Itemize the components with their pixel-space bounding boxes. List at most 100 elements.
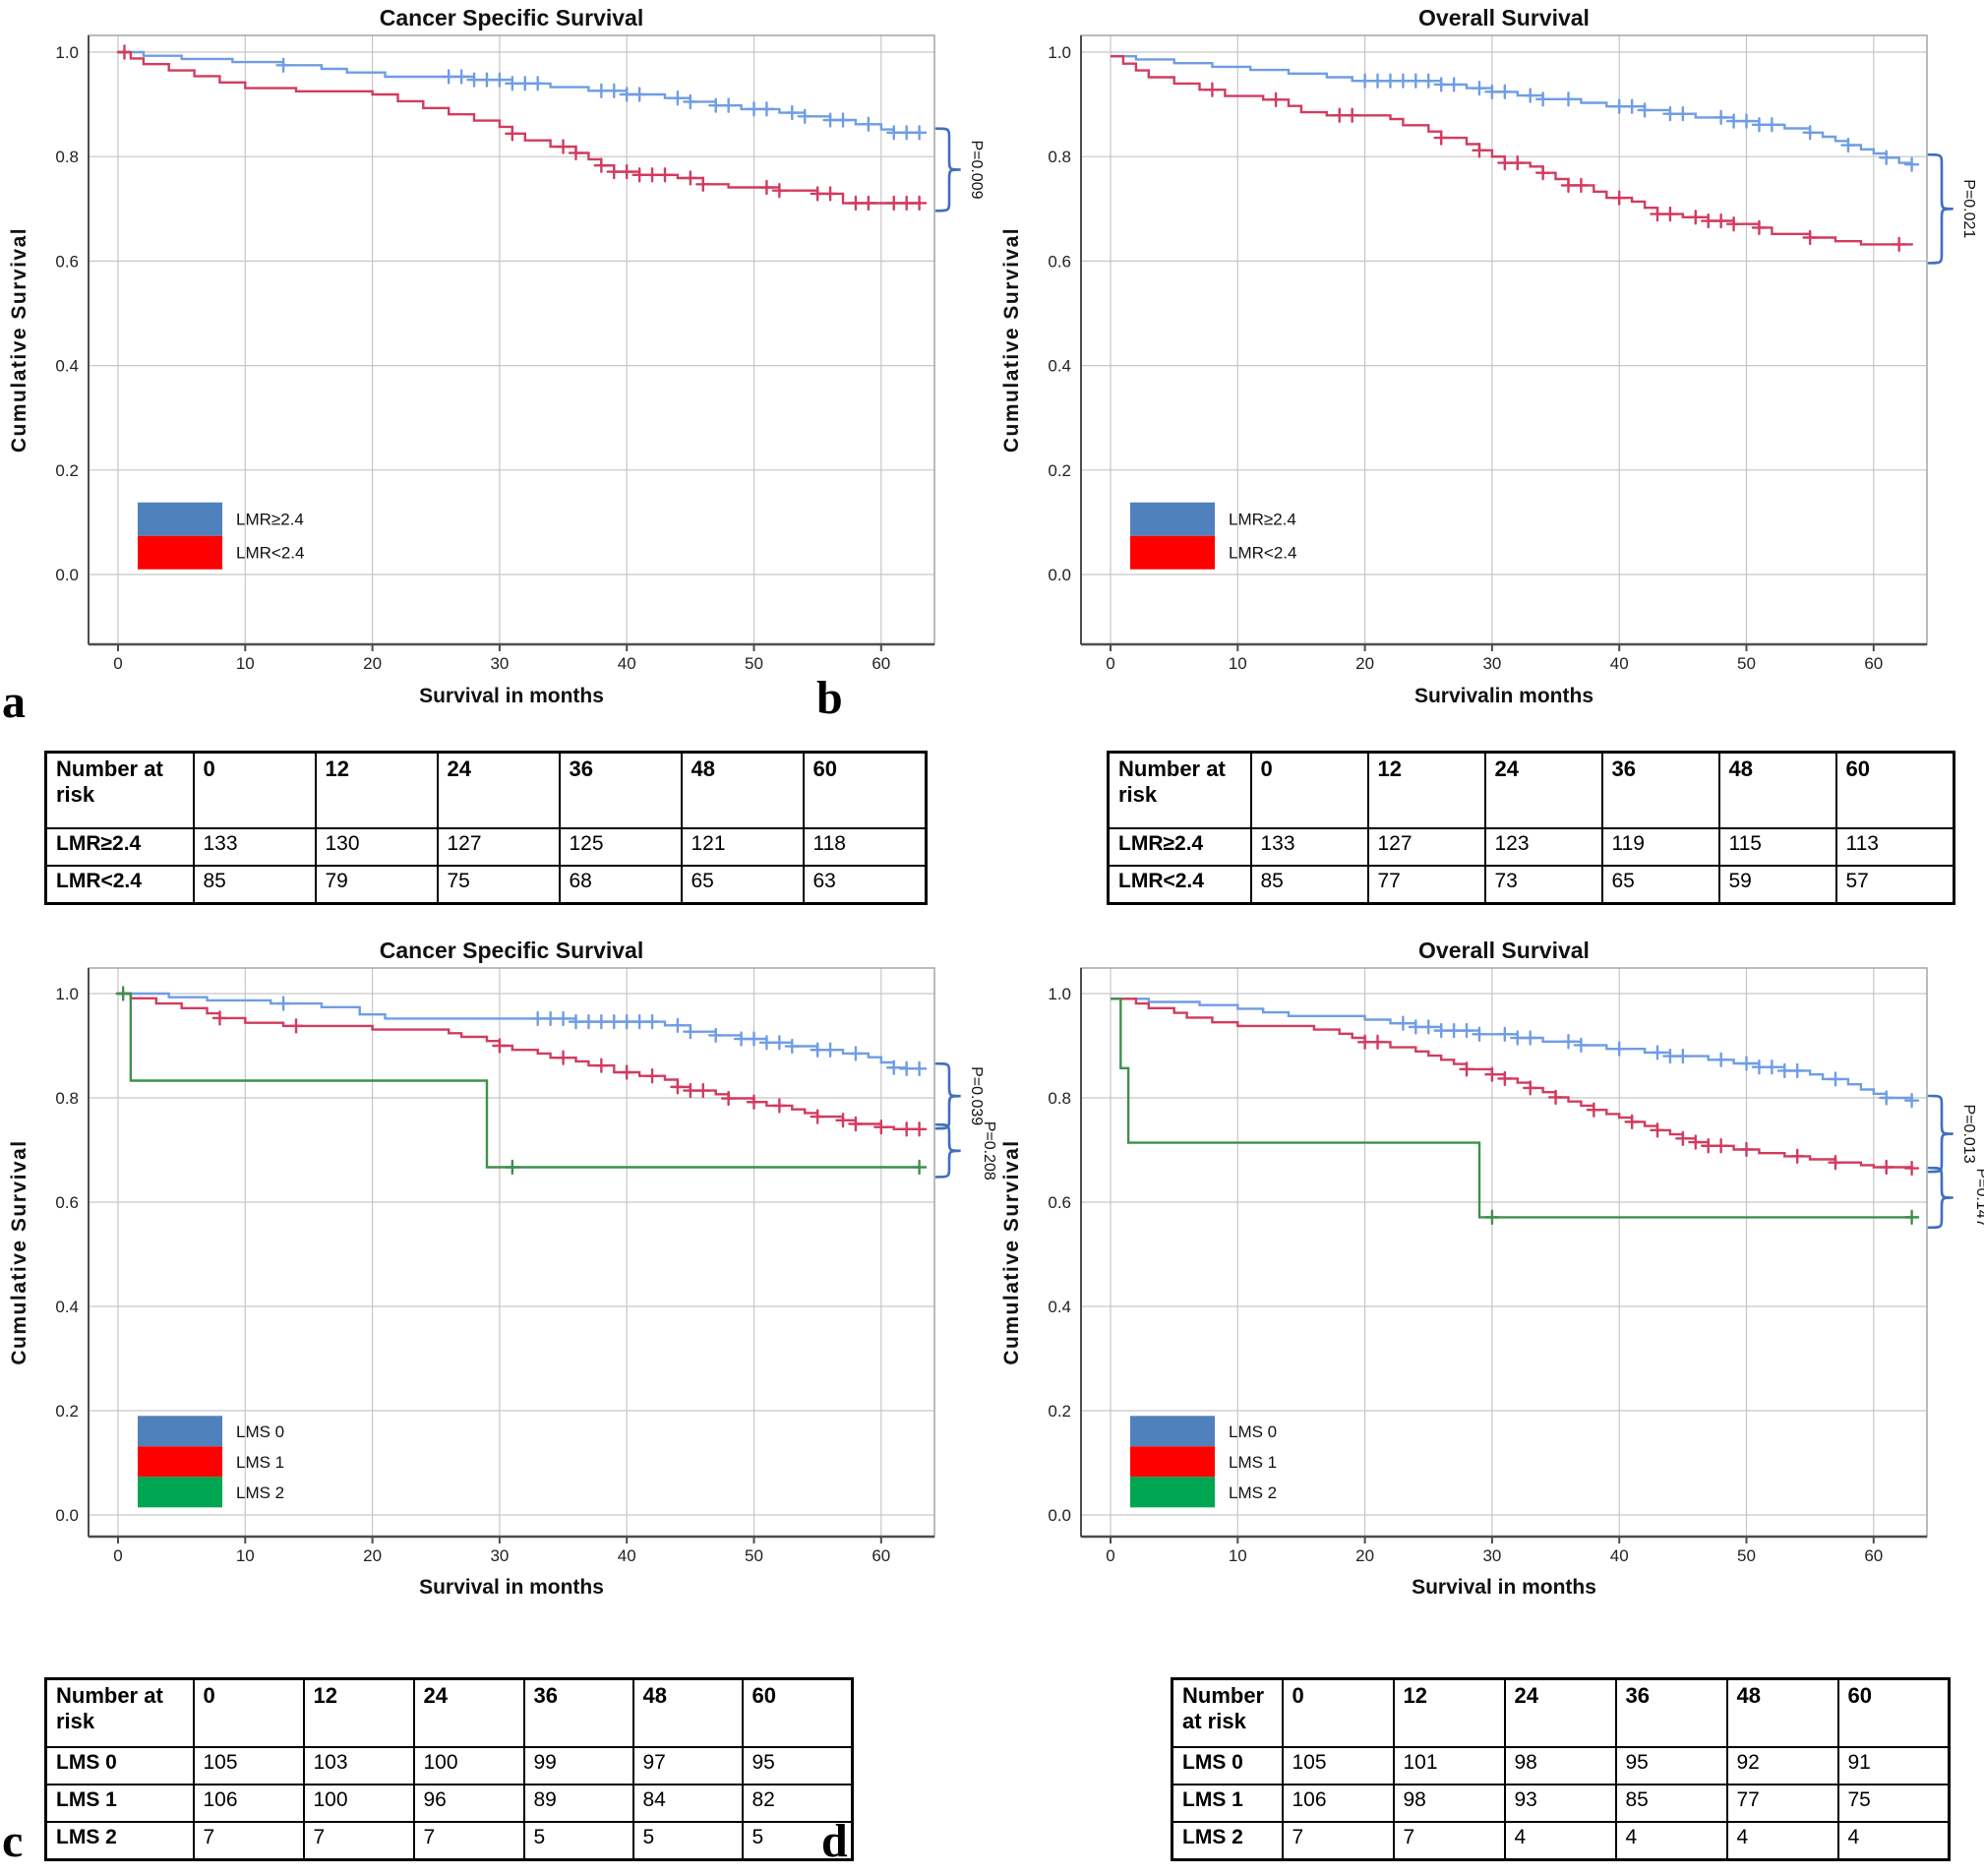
risk-count-cell: 73: [1483, 865, 1603, 904]
risk-time-header: 60: [1834, 751, 1955, 829]
censor-marks-2: [115, 986, 928, 1176]
x-tick-label: 40: [1610, 1546, 1629, 1565]
risk-count-cell: 75: [436, 865, 561, 904]
pvalue-annotation-0: P=0.013: [1927, 1094, 1977, 1174]
risk-time-header: 24: [412, 1677, 525, 1748]
risk-count-cell: 4: [1614, 1821, 1728, 1860]
risk-group-label: LMR≥2.4: [1107, 827, 1252, 867]
tick-labels: 1.0 0.8 0.6 0.4 0.2 0.0 0 10 20 30 40 50 60: [55, 43, 890, 673]
legend-label-0: LMR≥2.4: [236, 511, 304, 529]
y-tick-label: 0.0: [1048, 566, 1071, 584]
x-axis-label: Survivalin months: [1414, 685, 1593, 707]
censor-marks-1: [211, 1010, 928, 1137]
y-tick-label: 1.0: [55, 43, 79, 62]
x-tick-label: 40: [618, 654, 636, 673]
risk-count-cell: 84: [631, 1784, 744, 1823]
risk-count-cell: 97: [631, 1746, 744, 1785]
survival-curve-0: [118, 992, 920, 1070]
risk-count-cell: 103: [302, 1746, 415, 1785]
risk-time-header: 24: [1483, 751, 1603, 829]
x-axis-label: Survival in months: [419, 685, 604, 707]
risk-time-header: 36: [1614, 1677, 1728, 1748]
brace: [1927, 152, 1954, 265]
y-tick-label: 0.0: [1048, 1506, 1071, 1525]
x-tick-label: 30: [490, 1546, 509, 1565]
censor-marks-0: [275, 57, 928, 141]
brace: [934, 1061, 961, 1130]
risk-time-header: 60: [802, 751, 928, 829]
risk-table-corner: Number at risk: [1171, 1677, 1284, 1748]
risk-count-cell: 85: [1614, 1784, 1728, 1823]
chart-title: Cancer Specific Survival: [380, 5, 643, 30]
risk-time-header: 12: [1366, 751, 1486, 829]
risk-count-cell: 100: [302, 1784, 415, 1823]
x-axis-label: Survival in months: [1412, 1576, 1596, 1599]
series-0: [1111, 998, 1920, 1109]
risk-table-header-row: Number at risk 0 12 24 36 48 60: [44, 751, 928, 829]
legend-swatch-0: [1130, 502, 1215, 536]
risk-count-cell: 133: [192, 827, 317, 867]
y-tick-label: 0.6: [1048, 252, 1071, 271]
y-tick-label: 0.4: [1048, 1298, 1071, 1316]
risk-count-cell: 98: [1392, 1784, 1506, 1823]
x-tick-label: 20: [1355, 654, 1374, 673]
risk-count-cell: 57: [1834, 865, 1955, 904]
x-tick-label: 50: [1737, 1546, 1756, 1565]
risk-table-d: Number at risk 0 12 24 36 48 60 LMS 0 105 101 98 95…: [1171, 1677, 1951, 1861]
survival-curve-1: [118, 50, 920, 205]
risk-count-cell: 106: [192, 1784, 305, 1823]
axes: [88, 968, 934, 1543]
risk-time-header: 0: [192, 751, 317, 829]
risk-count-cell: 82: [741, 1784, 854, 1823]
risk-count-cell: 85: [1249, 865, 1369, 904]
risk-count-cell: 65: [1600, 865, 1720, 904]
legend-swatch-0: [1130, 1416, 1215, 1447]
risk-time-header: 24: [1503, 1677, 1617, 1748]
legend-swatch-2: [138, 1477, 222, 1508]
km-chart-a: 1.0 0.8 0.6 0.4 0.2 0.0 0 10 20 30 40 50 60 Cancer Sp…: [8, 5, 985, 707]
pvalue-text: P=0.039: [968, 1066, 985, 1125]
risk-count-cell: 4: [1503, 1821, 1617, 1860]
pvalue-text: P=0.208: [981, 1121, 997, 1180]
x-tick-label: 10: [236, 654, 255, 673]
risk-count-cell: 93: [1503, 1784, 1617, 1823]
legend: LMS 0 LMS 1 LMS 2: [1130, 1416, 1277, 1508]
risk-count-cell: 125: [558, 827, 683, 867]
legend-swatch-2: [1130, 1477, 1215, 1508]
y-tick-label: 0.6: [55, 1193, 79, 1212]
risk-count-cell: 4: [1725, 1821, 1839, 1860]
legend-label-1: LMR<2.4: [236, 544, 304, 563]
x-tick-label: 0: [113, 654, 122, 673]
legend-swatch-0: [138, 502, 222, 536]
risk-time-header: 12: [314, 751, 439, 829]
risk-table-corner: Number at risk: [1107, 751, 1252, 829]
y-tick-label: 0.4: [55, 1298, 79, 1316]
series-1: [1111, 55, 1913, 253]
survival-curve-0: [1111, 55, 1913, 165]
y-tick-label: 0.4: [55, 357, 79, 376]
risk-count-cell: 133: [1249, 827, 1369, 867]
censor-marks-1: [1356, 1034, 1920, 1177]
legend-label-1: LMS 1: [1229, 1453, 1277, 1472]
risk-count-cell: 123: [1483, 827, 1603, 867]
risk-count-cell: 85: [192, 865, 317, 904]
risk-count-cell: 65: [680, 865, 805, 904]
panel-letter-b: b: [816, 672, 843, 724]
survival-curve-0: [1111, 998, 1913, 1101]
censor-marks-0: [1356, 73, 1920, 172]
risk-table-a: Number at risk 0 12 24 36 48 60 LMR≥2.4 133 130 12…: [44, 751, 928, 905]
y-tick-label: 0.6: [55, 252, 79, 271]
y-axis-label: Cumulative Survival: [1000, 227, 1023, 453]
legend: LMR≥2.4 LMR<2.4: [138, 502, 304, 570]
gridlines: [1081, 968, 1927, 1537]
x-tick-label: 20: [363, 654, 382, 673]
risk-count-cell: 95: [1614, 1746, 1728, 1785]
risk-count-cell: 75: [1836, 1784, 1951, 1823]
gridlines: [1081, 35, 1927, 644]
gridlines: [89, 35, 934, 644]
risk-table-row: LMS 1 106 98 93 85 77 75: [1171, 1784, 1951, 1823]
brace: [934, 127, 961, 212]
censor-marks-1: [1204, 82, 1907, 253]
y-tick-label: 0.6: [1048, 1193, 1071, 1212]
